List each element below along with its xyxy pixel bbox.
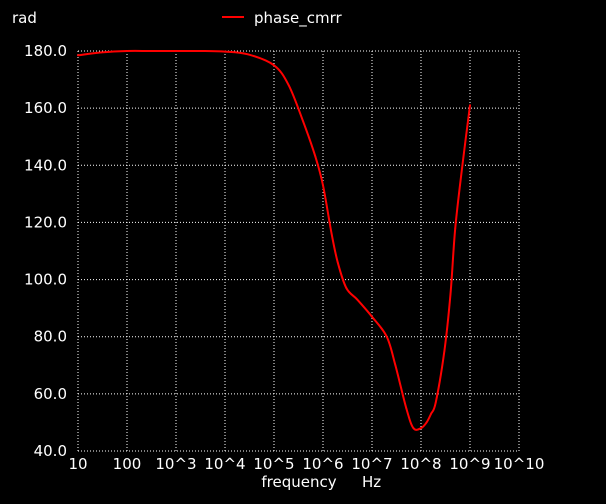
data-point <box>100 51 103 54</box>
x-tick-label: 10^6 <box>302 455 343 473</box>
x-axis-unit: Hz <box>362 473 381 491</box>
x-tick-label: 10^3 <box>155 455 196 473</box>
x-axis-label: frequency <box>261 473 336 491</box>
data-point <box>356 298 359 301</box>
data-point <box>247 53 250 56</box>
y-tick-label: 160.0 <box>24 99 67 117</box>
data-point <box>287 84 290 87</box>
data-point <box>443 350 446 352</box>
x-tick-label: 10^7 <box>351 455 392 473</box>
x-tick-label: 100 <box>113 455 142 473</box>
y-tick-label: 60.0 <box>34 385 67 403</box>
data-point <box>371 315 373 318</box>
y-axis-ticks: 40.0 60.0 80.0 100.0 120.0 140.0 160.0 180.0 <box>24 42 67 460</box>
data-point <box>224 50 226 53</box>
data-point <box>345 287 348 290</box>
x-tick-label: 10^4 <box>204 455 245 473</box>
y-tick-label: 80.0 <box>34 328 67 346</box>
data-point <box>461 164 464 167</box>
x-tick-label: 10^5 <box>253 455 294 473</box>
data-point <box>314 155 317 158</box>
x-axis-ticks: 10 100 10^3 10^4 10^5 10^6 10^7 10^8 10^9 10^10 <box>68 455 544 473</box>
data-point <box>175 50 177 52</box>
series-points <box>77 50 471 430</box>
data-point <box>405 407 408 410</box>
data-point <box>77 54 79 57</box>
data-point <box>449 292 452 295</box>
y-tick-label: 140.0 <box>24 156 67 174</box>
y-tick-label: 180.0 <box>24 42 67 60</box>
legend-label-phase-cmrr: phase_cmrr <box>254 9 343 28</box>
data-point <box>336 261 339 264</box>
data-point <box>126 50 128 52</box>
data-point <box>149 50 152 52</box>
data-point <box>454 227 457 230</box>
data-point <box>322 184 324 187</box>
y-tick-label: 100.0 <box>24 271 67 289</box>
x-tick-label: 10^8 <box>400 455 441 473</box>
data-point <box>430 412 432 415</box>
data-point <box>420 427 422 430</box>
x-tick-label: 10^9 <box>449 455 490 473</box>
data-point <box>385 335 388 338</box>
y-tick-label: 40.0 <box>34 442 67 460</box>
x-tick-label: 10^10 <box>494 455 545 473</box>
data-point <box>425 421 428 424</box>
x-tick-label: 10 <box>68 455 87 473</box>
data-point <box>302 121 305 124</box>
data-point <box>273 64 275 67</box>
data-point <box>469 104 471 107</box>
y-tick-label: 120.0 <box>24 213 67 231</box>
data-point <box>198 50 201 52</box>
data-point <box>394 364 397 367</box>
legend: phase_cmrr <box>222 9 343 28</box>
grid <box>77 50 520 452</box>
y-axis-label: rad <box>12 9 37 27</box>
data-point <box>434 401 437 404</box>
data-point <box>412 427 415 430</box>
data-point <box>330 232 333 235</box>
